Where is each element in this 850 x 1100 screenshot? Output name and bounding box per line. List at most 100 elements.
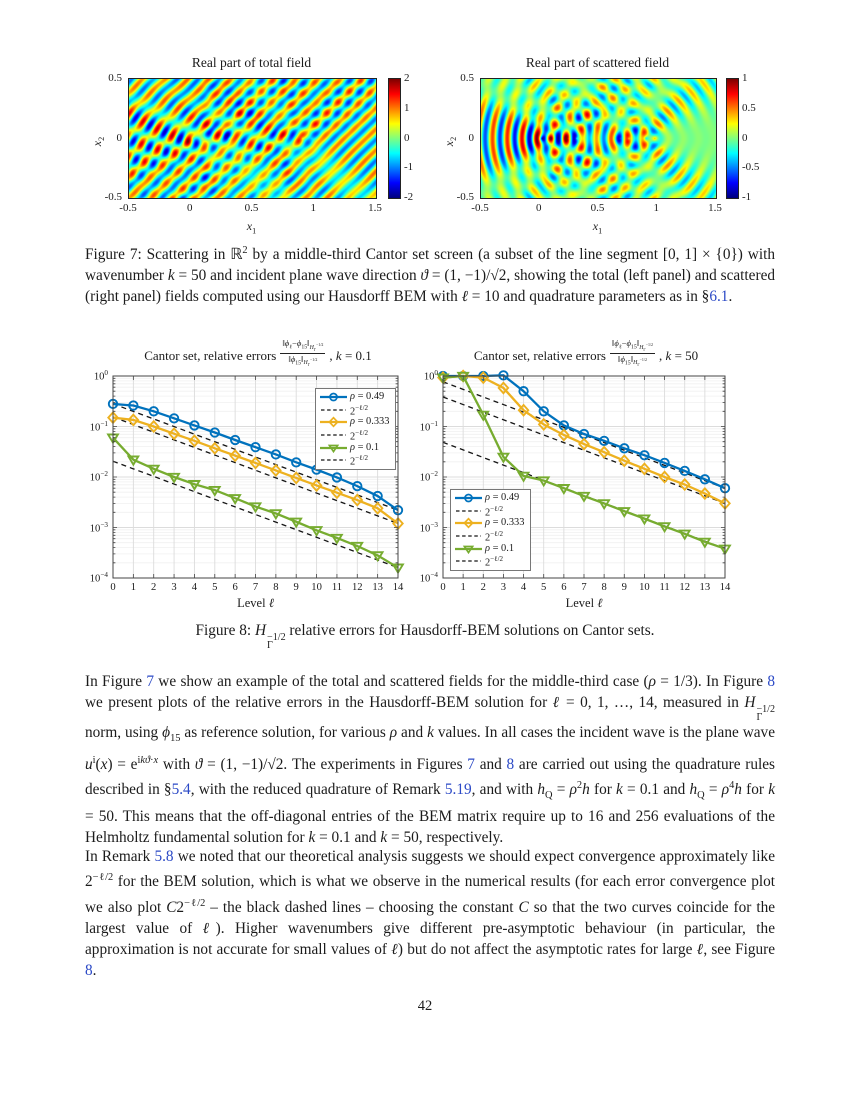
chart-x-tick-label: 2 (480, 582, 486, 593)
colorbar-tick-label: 0.5 (742, 101, 756, 114)
chart-x-tick-label: 14 (719, 582, 731, 593)
legend-entry: ρ = 0.49 (320, 391, 389, 404)
legend-entry-label: 2−ℓ/2 (350, 454, 369, 468)
legend-entry: ρ = 0.1 (455, 542, 524, 555)
legend-entry-label: ρ = 0.333 (350, 416, 390, 428)
colorbar-tick-label: 2 (404, 72, 410, 84)
legend-dashed-line-swatch (456, 510, 481, 512)
legend-entry: 2−ℓ/2 (320, 429, 389, 442)
y-tick-label: 0 (116, 131, 123, 144)
chart-y-tick-label: 10−3 (89, 520, 108, 535)
figure7-caption: Figure 7: Scattering in ℝ2 by a middle-t… (85, 245, 776, 306)
chart-y-tick-label: 100 (423, 369, 438, 383)
colorbar-tick-label: 0 (404, 131, 410, 144)
dashed-reference-line (112, 416, 399, 525)
chart-y-tick-label: 100 (93, 369, 108, 383)
x-tick-label: 1 (653, 202, 660, 214)
chart-title: Cantor set, relative errors ‖ϕℓ−ϕ15‖HΓ−1… (144, 338, 372, 368)
chart-x-axis-label: Level ℓ (565, 596, 603, 610)
chart-x-tick-label: 1 (130, 582, 136, 593)
chart-x-tick-label: 8 (273, 582, 279, 593)
legend-entry-label: 2−ℓ/2 (485, 555, 504, 569)
ref-figure-8[interactable]: 8 (767, 673, 775, 690)
series--0.49 (107, 398, 404, 516)
chart-x-tick-label: 6 (561, 582, 567, 593)
legend-entry: ρ = 0.333 (320, 416, 389, 429)
x-tick-label: 0 (187, 202, 193, 214)
ref-section-6-1[interactable]: 6.1 (709, 288, 729, 306)
legend-line-marker-swatch (455, 493, 482, 503)
chart-x-tick-label: 9 (293, 582, 299, 593)
chart-y-tick-label: 10−4 (419, 571, 438, 585)
chart-x-tick-label: 11 (659, 582, 670, 593)
x-tick-label: 0.5 (244, 202, 259, 214)
x-tick-label: 0.5 (590, 202, 605, 214)
y-tick-label: 0.5 (460, 72, 474, 84)
series--0.1 (106, 433, 405, 575)
chart-y-tick-label: 10−1 (419, 419, 438, 434)
colorbar-tick-label: -0.5 (742, 161, 760, 174)
legend-entry-label: ρ = 0.49 (350, 391, 385, 403)
axis-ticks (442, 375, 726, 579)
colorbar-tick-label: 1 (742, 72, 748, 84)
colorbar-tick-label: 0 (742, 131, 748, 144)
legend-dashed-line-swatch (456, 560, 481, 562)
ref-section-5-4[interactable]: 5.4 (171, 781, 191, 799)
legend-entry: 2−ℓ/2 (455, 555, 524, 569)
chart-x-tick-label: 14 (392, 582, 404, 593)
chart-legend: ρ = 0.49 2−ℓ/2 ρ = 0.333 2−ℓ/2 ρ = 0.1 2−ℓ/2 (315, 388, 397, 470)
ref-remark-5-8[interactable]: 5.8 (154, 848, 174, 865)
total-field-heatmap (128, 78, 377, 199)
chart-x-tick-label: 10 (639, 582, 650, 593)
ref-figure-8b[interactable]: 8 (506, 755, 515, 773)
ref-figure-7b[interactable]: 7 (467, 755, 475, 773)
dashed-reference-line (112, 460, 399, 569)
ref-figure-8c[interactable]: 8 (85, 962, 93, 980)
dashed-reference-line (112, 403, 399, 511)
chart-x-tick-label: 1 (460, 582, 466, 593)
ref-remark-5-19[interactable]: 5.19 (444, 781, 472, 799)
convergence-chart-svg (436, 369, 732, 579)
colorbar-tick-label: -2 (404, 191, 414, 203)
chart-x-tick-label: 3 (500, 582, 507, 593)
legend-dashed-line-swatch (321, 459, 346, 461)
chart-x-tick-label: 10 (311, 582, 322, 593)
chart-x-tick-label: 8 (601, 582, 607, 593)
legend-line-marker-swatch (455, 517, 482, 530)
x-tick-label: 1 (310, 202, 317, 214)
legend-entry: 2−ℓ/2 (455, 505, 524, 518)
legend-line-marker-swatch (320, 444, 347, 453)
chart-x-tick-label: 7 (252, 582, 259, 593)
legend-entry: ρ = 0.49 (455, 492, 524, 505)
legend-entry-label: 2−ℓ/2 (485, 529, 504, 544)
legend-entry-label: 2−ℓ/2 (485, 504, 504, 519)
paragraph-2: In Remark 5.8 we noted that our theoreti… (85, 848, 776, 980)
x-tick-label: 0 (536, 202, 542, 214)
chart-x-tick-label: 9 (621, 582, 627, 593)
chart-x-axis-label: Level ℓ (237, 596, 274, 610)
legend-entry: 2−ℓ/2 (320, 454, 389, 468)
heatmap-title: Real part of scattered field (525, 55, 670, 70)
chart-x-tick-label: 2 (151, 582, 157, 593)
colorbar (726, 78, 739, 199)
legend-entry-label: ρ = 0.1 (485, 542, 515, 554)
ref-figure-7[interactable]: 7 (146, 673, 154, 690)
x-tick-label: -0.5 (471, 202, 489, 214)
x-axis-label: x1 (246, 219, 257, 236)
legend-entry-label: 2−ℓ/2 (350, 403, 369, 418)
y-tick-label: 0.5 (108, 72, 122, 84)
chart-x-tick-label: 12 (351, 582, 363, 593)
chart-x-tick-label: 13 (699, 582, 711, 593)
paragraph-1: In Figure 7 we show an example of the to… (85, 673, 776, 847)
figure8-caption: Figure 8: H −1/2 Γ relative errors for Hau… (195, 622, 655, 652)
x-tick-label: -0.5 (119, 202, 137, 214)
chart-y-tick-label: 10−2 (89, 470, 108, 484)
legend-line-marker-swatch (455, 545, 482, 554)
axis-ticks (112, 375, 399, 579)
legend-line-marker-swatch (320, 416, 347, 429)
legend-entry: 2−ℓ/2 (455, 530, 524, 543)
scattered-field-heatmap (480, 78, 717, 199)
chart-y-tick-label: 10−3 (419, 520, 438, 535)
legend-entry-label: ρ = 0.1 (350, 441, 380, 453)
